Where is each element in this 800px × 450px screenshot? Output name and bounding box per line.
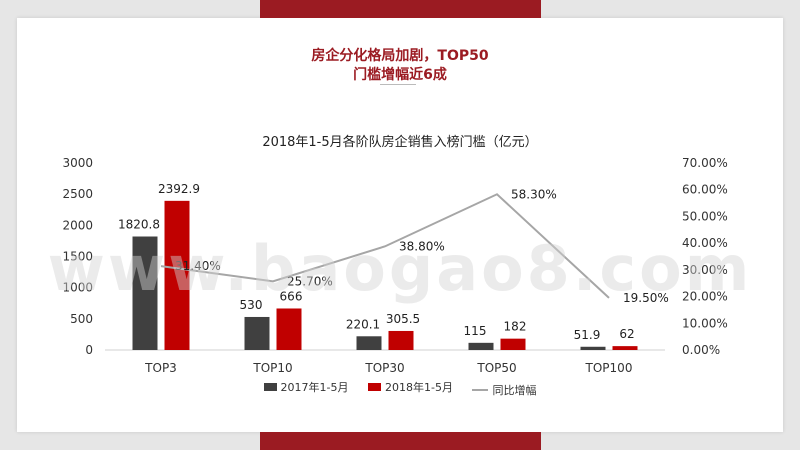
y-right-tick-label: 70.00% [682,156,728,170]
y-left-tick-label: 2500 [62,187,93,201]
headline-line-2: 门槛增幅近6成 [353,67,447,83]
legend-label-2018: 2018年1-5月 [385,381,453,394]
top-accent-bar [260,0,541,18]
x-category-label: TOP10 [252,361,292,375]
bar-2018 [500,338,526,350]
y-right-tick-label: 40.00% [682,236,728,250]
y-left-tick-label: 1000 [62,281,93,295]
y-right-tick-label: 50.00% [682,209,728,223]
slide-headline: 房企分化格局加剧，TOP50 门槛增幅近6成 [0,47,800,85]
legend-swatch-growth [472,389,489,391]
data-label-2018: 666 [280,289,303,303]
y-left-tick-label: 2000 [62,218,93,232]
legend-item-2018: 2018年1-5月 [368,379,453,395]
bar-2017 [356,336,382,350]
data-label-2018: 182 [504,320,527,334]
y-left-tick-label: 3000 [62,156,93,170]
legend-label-growth: 同比增幅 [492,384,537,397]
data-label-growth: 38.80% [399,239,445,253]
data-label-growth: 31.40% [175,259,221,273]
data-label-growth: 19.50% [623,291,669,305]
bar-2018 [164,200,190,350]
data-label-2018: 2392.9 [158,182,200,196]
chart-legend: 2017年1-5月 2018年1-5月 同比增幅 [0,379,800,398]
bar-2018 [612,346,638,350]
bottom-accent-bar [260,432,541,450]
data-label-2018: 305.5 [386,312,420,326]
data-label-2017: 530 [240,298,263,312]
bar-2017 [468,342,494,350]
y-right-tick-label: 60.00% [682,183,728,197]
legend-item-2017: 2017年1-5月 [263,379,349,395]
legend-item-growth: 同比增幅 [472,382,536,398]
legend-swatch-2017 [263,383,277,391]
data-label-2018: 62 [619,327,634,341]
y-left-tick-label: 1500 [62,250,93,264]
x-category-label: TOP50 [476,361,516,375]
data-label-2017: 115 [464,324,487,338]
y-right-tick-label: 10.00% [682,316,728,330]
legend-swatch-2018 [368,383,381,391]
y-left-tick-label: 500 [70,312,93,326]
bar-2018 [388,330,414,350]
bar-2017 [244,316,270,350]
data-label-2017: 51.9 [574,328,601,342]
x-category-label: TOP3 [144,361,177,375]
y-right-tick-label: 20.00% [682,290,728,304]
x-category-label: TOP30 [364,361,404,375]
bar-2017 [580,346,606,350]
headline-underline [380,84,416,85]
data-label-growth: 25.70% [287,274,333,288]
headline-line-1: 房企分化格局加剧，TOP50 [311,48,489,64]
x-category-label: TOP100 [585,361,633,375]
y-left-tick-label: 0 [85,343,93,357]
slide-card [17,18,783,432]
bar-2017 [132,236,158,350]
growth-line [160,193,610,299]
bar-2018 [276,308,302,350]
legend-label-2017: 2017年1-5月 [280,381,349,394]
data-label-2017: 1820.8 [118,218,160,232]
y-right-tick-label: 30.00% [682,263,728,277]
data-label-growth: 58.30% [511,187,557,201]
chart-title: 2018年1-5月各阶队房企销售入榜门槛（亿元） [262,135,538,150]
y-right-tick-label: 0.00% [682,343,720,357]
data-label-2017: 220.1 [346,317,380,331]
